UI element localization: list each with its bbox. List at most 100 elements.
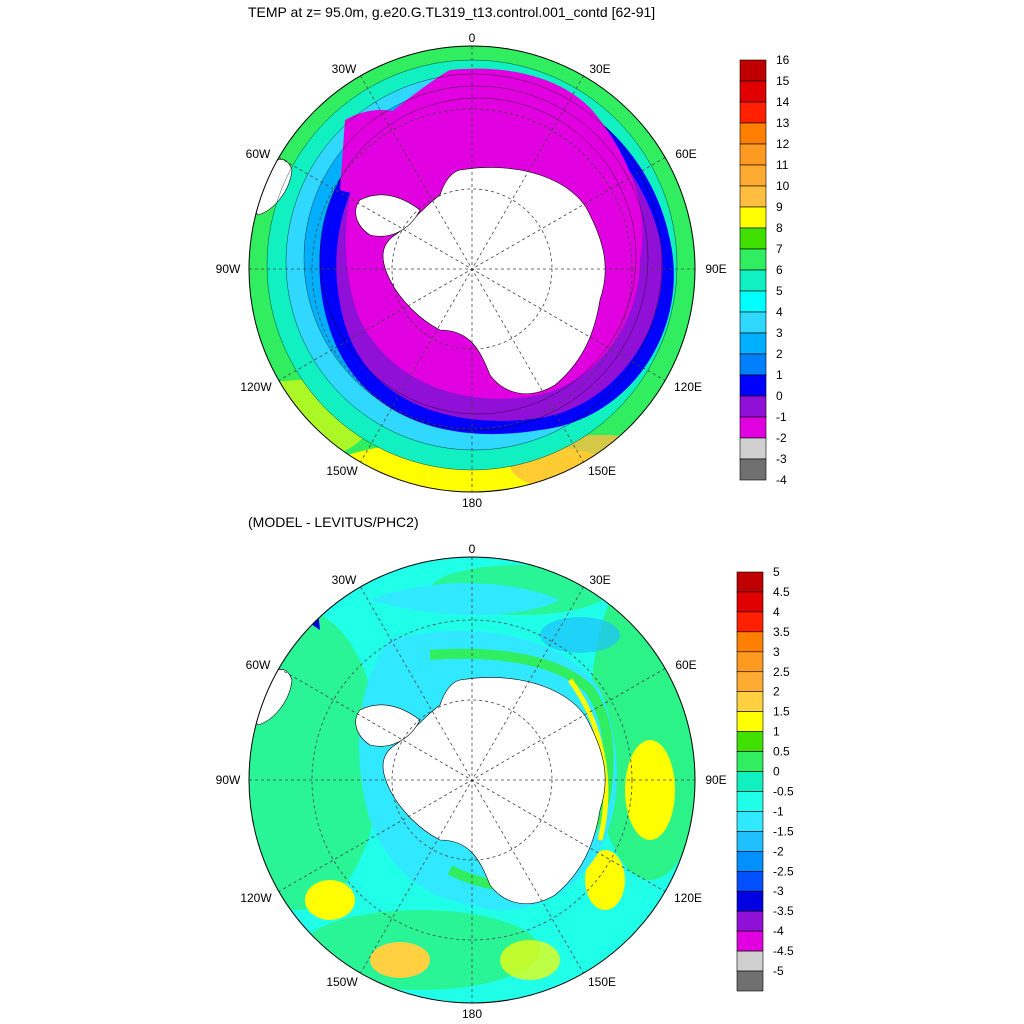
lon-label: 180 (462, 1007, 482, 1021)
lon-label: 90E (705, 773, 726, 787)
lon-label: 120E (674, 891, 702, 905)
colorbar-swatch (739, 80, 767, 103)
colorbar-label: 13 (776, 116, 790, 130)
lon-label: 60E (675, 658, 696, 672)
panel-2-title: (MODEL - LEVITUS/PHC2) (248, 514, 419, 530)
colorbar-swatch (736, 571, 764, 593)
colorbar-swatch (739, 122, 767, 145)
lon-label: 150W (326, 975, 358, 989)
map-1-border (248, 45, 696, 493)
colorbar-label: -4 (776, 473, 787, 487)
colorbar-label: 0.5 (773, 745, 790, 759)
lon-label: 90W (216, 262, 241, 276)
colorbar-swatch (739, 437, 767, 460)
colorbar-swatch (736, 611, 764, 633)
colorbar-label: 4.5 (773, 585, 790, 599)
colorbar-swatch (736, 870, 764, 892)
colorbar-label: 11 (776, 158, 789, 172)
colorbar-swatch (739, 353, 767, 376)
colorbar-label: -1 (773, 804, 784, 818)
colorbar-swatch (739, 248, 767, 271)
colorbar-swatch (739, 143, 767, 166)
colorbar-label: -4 (773, 924, 784, 938)
lon-label: 90E (705, 262, 726, 276)
colorbar-swatch (736, 711, 764, 732)
colorbar-label: -3 (776, 452, 787, 466)
colorbar-swatch (736, 910, 764, 932)
colorbar-label: 2.5 (773, 665, 790, 679)
colorbar-swatch (736, 651, 764, 673)
colorbar-label: 7 (776, 242, 783, 256)
colorbar-label: -3 (773, 884, 784, 898)
colorbar-label: 9 (776, 200, 783, 214)
colorbar-swatch (739, 227, 767, 250)
colorbar-label: -1.5 (773, 824, 794, 838)
lon-label: 60W (246, 147, 271, 161)
colorbar-label: 5 (776, 284, 783, 298)
colorbar-panel-2: 5 4.5 4 3.5 3 2.5 2 1.5 1 0.5 0 -0.5 -1 -1.5 -2 -2.5 -3 -… (736, 565, 794, 992)
colorbar-label: 1.5 (773, 705, 790, 719)
lon-label: 60W (246, 658, 271, 672)
lon-label: 120W (240, 891, 272, 905)
colorbar-label: -5 (773, 964, 784, 978)
colorbar-label: -0.5 (773, 784, 794, 798)
map-panel-2 (249, 557, 695, 1003)
lon-label: 0 (469, 31, 476, 45)
colorbar-label: -2.5 (773, 864, 794, 878)
lon-label: 120W (240, 380, 272, 394)
colorbar-label: 4 (773, 605, 780, 619)
lon-label: 180 (462, 496, 482, 510)
colorbar-label: 3 (776, 326, 783, 340)
colorbar-label: 0 (773, 765, 780, 779)
lon-label: 0 (469, 542, 476, 556)
colorbar-label: 16 (776, 53, 790, 67)
lon-labels-panel-1: 0 180 90W 90E 30W 60W 30E 60E 120W 150W … (216, 31, 727, 510)
colorbar-swatch (739, 416, 767, 439)
colorbar-label: 14 (776, 95, 790, 109)
colorbar-swatch (739, 59, 767, 82)
colorbar-label: 1 (773, 725, 780, 739)
lon-label: 30E (589, 62, 610, 76)
colorbar-swatch (736, 791, 764, 812)
colorbar-label: 15 (776, 74, 790, 88)
colorbar-swatch (739, 164, 767, 187)
colorbar-label: -2 (776, 431, 787, 445)
colorbar-swatch (739, 269, 767, 292)
colorbar-label: -3.5 (773, 904, 794, 918)
colorbar-swatch (739, 206, 767, 229)
colorbar-swatch (736, 970, 764, 992)
colorbar-label: 2 (773, 685, 780, 699)
map-2-border (248, 556, 696, 1004)
colorbar-label: 12 (776, 137, 790, 151)
colorbar-swatch (736, 811, 764, 832)
lon-labels-panel-2: 0 180 90W 90E 30W 60W 30E 60E 120W 150W … (216, 542, 727, 1021)
colorbar-label: 4 (776, 305, 783, 319)
colorbar-swatch (736, 831, 764, 852)
colorbar-swatch (736, 950, 764, 972)
colorbar-swatch (739, 332, 767, 355)
colorbar-label: 2 (776, 347, 783, 361)
lon-label: 150E (588, 975, 616, 989)
lon-label: 30W (332, 573, 357, 587)
colorbar-swatch (736, 751, 764, 772)
colorbar-swatch (736, 930, 764, 952)
lon-label: 30W (332, 62, 357, 76)
colorbar-label: -2 (773, 844, 784, 858)
colorbar-label: 6 (776, 263, 783, 277)
lon-label: 150E (588, 464, 616, 478)
lon-label: 30E (589, 573, 610, 587)
colorbar-swatch (736, 771, 764, 792)
colorbar-label: 10 (776, 179, 790, 193)
lon-label: 150W (326, 464, 358, 478)
colorbar-swatch (739, 290, 767, 313)
colorbar-swatch (739, 395, 767, 418)
colorbar-swatch (736, 890, 764, 912)
colorbar-swatch (736, 591, 764, 613)
colorbar-swatch (739, 185, 767, 208)
colorbar-label: 0 (776, 389, 783, 403)
colorbar-label: 5 (773, 565, 780, 579)
map-panel-1 (249, 46, 695, 492)
colorbar-swatch (736, 671, 764, 693)
